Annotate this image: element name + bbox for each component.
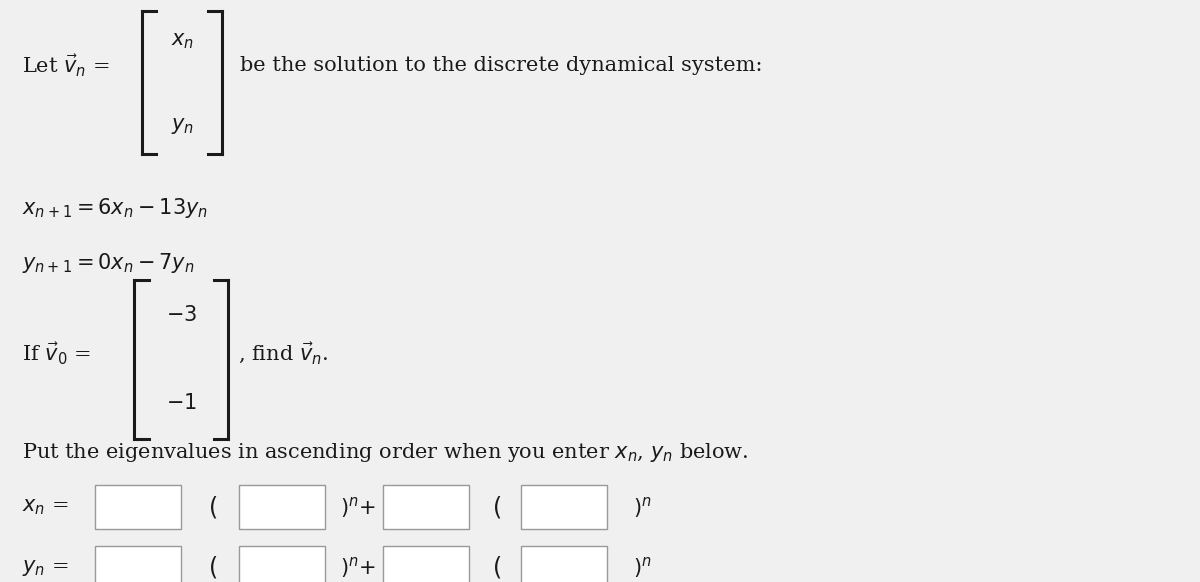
- FancyBboxPatch shape: [239, 546, 325, 582]
- Text: )$^n$: )$^n$: [632, 555, 652, 580]
- Text: Let $\vec{v}_n$ =: Let $\vec{v}_n$ =: [22, 52, 109, 79]
- FancyBboxPatch shape: [383, 485, 469, 529]
- Text: $x_n$ =: $x_n$ =: [22, 498, 68, 517]
- Text: (: (: [493, 495, 503, 519]
- Text: be the solution to the discrete dynamical system:: be the solution to the discrete dynamica…: [240, 56, 762, 75]
- Text: (: (: [209, 495, 218, 519]
- FancyBboxPatch shape: [383, 546, 469, 582]
- Text: $y_n$ =: $y_n$ =: [22, 558, 68, 577]
- FancyBboxPatch shape: [521, 546, 607, 582]
- Text: , find $\vec{v}_n$.: , find $\vec{v}_n$.: [238, 340, 328, 367]
- FancyBboxPatch shape: [95, 485, 181, 529]
- FancyBboxPatch shape: [521, 485, 607, 529]
- Text: $-1$: $-1$: [166, 393, 197, 413]
- Text: If $\vec{v}_0$ =: If $\vec{v}_0$ =: [22, 340, 91, 367]
- Text: $y_{n+1} = 0x_n - 7y_n$: $y_{n+1} = 0x_n - 7y_n$: [22, 251, 194, 275]
- Text: (: (: [209, 556, 218, 580]
- Text: )$^n$: )$^n$: [632, 495, 652, 520]
- Text: Put the eigenvalues in ascending order when you enter $x_n$, $y_n$ below.: Put the eigenvalues in ascending order w…: [22, 441, 749, 464]
- Text: $-3$: $-3$: [166, 306, 197, 325]
- FancyBboxPatch shape: [239, 485, 325, 529]
- Text: (: (: [493, 556, 503, 580]
- Text: $x_n$: $x_n$: [170, 31, 194, 51]
- Text: $y_n$: $y_n$: [170, 116, 194, 136]
- Text: )$^n$+: )$^n$+: [340, 495, 376, 520]
- Text: )$^n$+: )$^n$+: [340, 555, 376, 580]
- FancyBboxPatch shape: [95, 546, 181, 582]
- Text: $x_{n+1} = 6x_n - 13y_n$: $x_{n+1} = 6x_n - 13y_n$: [22, 196, 208, 221]
